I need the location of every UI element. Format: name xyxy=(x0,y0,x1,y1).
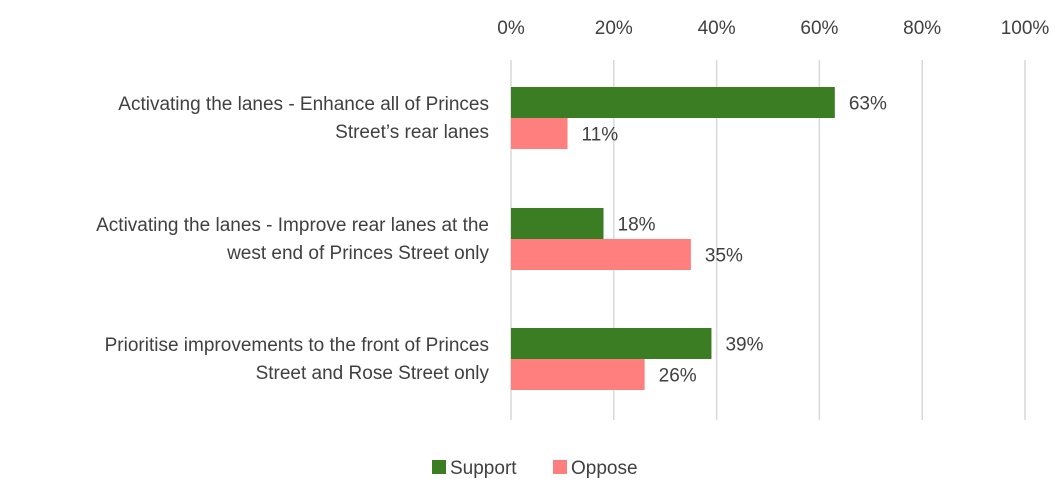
category-label-line: Street and Rose Street only xyxy=(256,363,490,384)
bar-oppose-2 xyxy=(511,239,691,270)
data-label-oppose-2: 35% xyxy=(705,246,743,267)
bar-support-1 xyxy=(511,87,835,118)
x-axis-ticks: 0% 20% 40% 60% 80% 100% xyxy=(497,18,1049,39)
category-label: Activating the lanes - Enhance all of Pr… xyxy=(118,94,489,143)
category-label: Activating the lanes - Improve rear lane… xyxy=(96,215,489,264)
legend-swatch-oppose xyxy=(553,460,567,474)
bars: 63% 11% 18% 35% 39% 26% xyxy=(511,87,887,390)
bar-oppose-3 xyxy=(511,359,645,390)
data-label-oppose-1: 11% xyxy=(582,125,619,146)
category-label: Prioritise improvements to the front of … xyxy=(105,335,490,384)
data-label-oppose-3: 26% xyxy=(659,366,697,387)
legend-swatch-support xyxy=(432,460,446,474)
category-label-line: west end of Princes Street only xyxy=(226,243,489,264)
legend-label-oppose: Oppose xyxy=(571,458,638,479)
x-tick-label: 100% xyxy=(1001,18,1050,39)
x-tick-label: 60% xyxy=(800,18,838,39)
data-label-support-3: 39% xyxy=(725,335,763,356)
category-label-line: Prioritise improvements to the front of … xyxy=(105,335,489,356)
legend-label-support: Support xyxy=(450,458,517,479)
x-tick-label: 0% xyxy=(497,18,525,39)
bar-support-3 xyxy=(511,328,712,359)
data-label-support-2: 18% xyxy=(618,215,656,236)
bar-support-2 xyxy=(511,208,604,239)
category-label-line: Activating the lanes - Enhance all of Pr… xyxy=(118,94,489,115)
category-label-line: Street’s rear lanes xyxy=(335,122,489,143)
x-tick-label: 40% xyxy=(698,18,736,39)
category-labels: Activating the lanes - Enhance all of Pr… xyxy=(96,94,489,384)
x-tick-label: 20% xyxy=(595,18,633,39)
category-label-line: Activating the lanes - Improve rear lane… xyxy=(96,215,489,236)
data-label-support-1: 63% xyxy=(849,94,887,115)
x-tick-label: 80% xyxy=(903,18,941,39)
legend: Support Oppose xyxy=(432,458,638,479)
bar-oppose-1 xyxy=(511,118,568,149)
